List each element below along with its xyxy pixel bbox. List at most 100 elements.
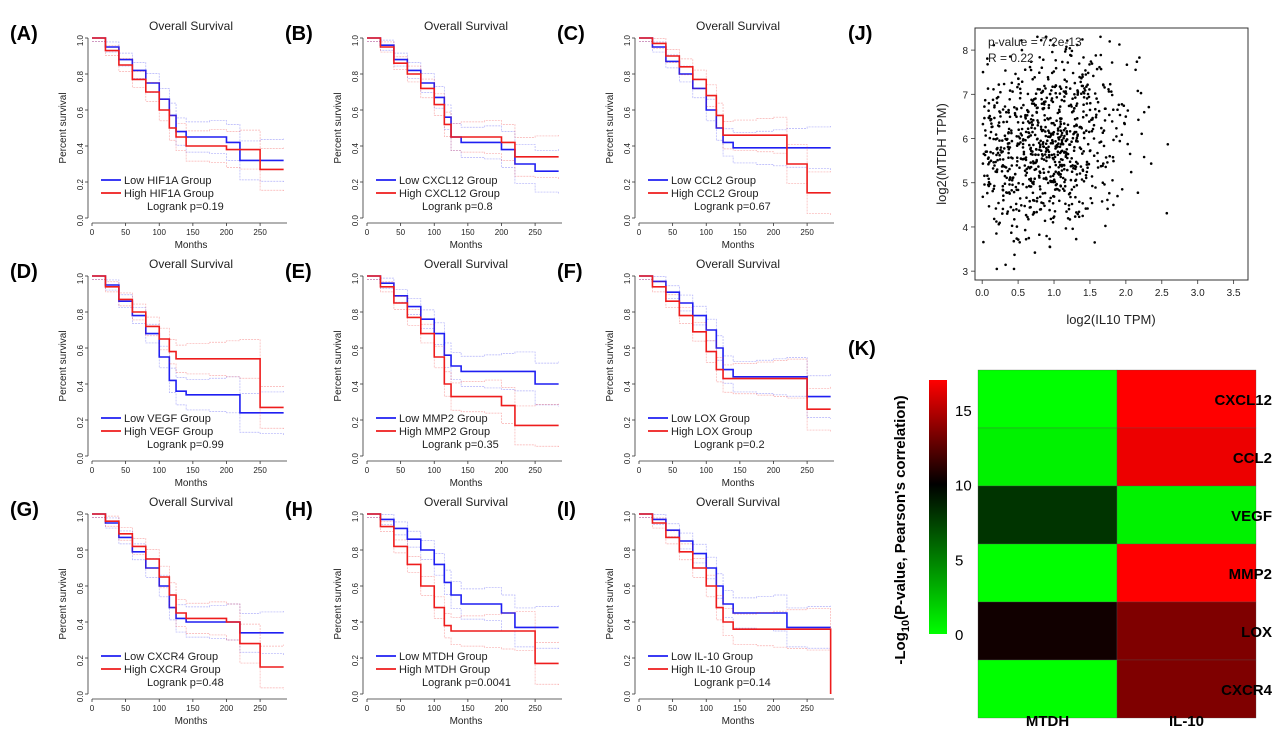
scatter-point: [1066, 123, 1070, 127]
heatmap-column-label: MTDH: [1026, 713, 1069, 730]
scatter-point: [1117, 103, 1121, 107]
scatter-point: [1099, 53, 1103, 57]
scatter-point: [1110, 120, 1114, 123]
legend-label-high: High MMP2 Group: [399, 426, 490, 438]
x-axis-label: Months: [175, 478, 208, 489]
scatter-point: [1024, 237, 1028, 241]
scatter-point: [1016, 188, 1020, 192]
scatter-point: [1049, 196, 1052, 200]
scatter-point: [1027, 217, 1030, 221]
scatter-point: [1096, 166, 1100, 169]
scatter-point: [1120, 133, 1124, 136]
scatter-point: [1126, 109, 1130, 112]
scatter-point: [1050, 153, 1054, 157]
scatter-point: [1042, 202, 1045, 205]
scatter-point: [1040, 66, 1044, 69]
scatter-point: [1074, 195, 1077, 199]
scatter-point: [1074, 179, 1077, 182]
scatter-point: [1028, 206, 1032, 209]
scatter-point: [1064, 91, 1067, 95]
scatter-point: [1019, 141, 1022, 144]
scatter-point: [995, 137, 999, 140]
scatter-point: [993, 106, 996, 109]
scatter-point: [1010, 131, 1013, 135]
scatter-point: [1046, 148, 1050, 152]
logrank-pvalue: Logrank p=0.14: [694, 677, 771, 689]
y-tick-label: 0.8: [76, 546, 85, 558]
heatmap-cell: [1116, 601, 1257, 661]
legend-label-high: High CXCL12 Group: [399, 188, 500, 200]
heatmap-row-label: VEGF: [1231, 508, 1272, 525]
heatmap-cell: [1116, 659, 1257, 719]
legend-label-low: Low CXCR4 Group: [124, 651, 218, 663]
scatter-point: [1075, 102, 1079, 105]
scatter-point: [1052, 215, 1056, 218]
scatter-point: [1080, 178, 1084, 181]
scatter-point: [1095, 67, 1099, 71]
scatter-point: [1089, 197, 1092, 200]
scatter-point: [1082, 180, 1086, 183]
survival-curve: [92, 37, 284, 171]
y-axis-label: Percent survival: [333, 568, 344, 639]
scatter-point: [1081, 38, 1084, 41]
scatter-point: [1047, 129, 1050, 132]
scatter-point: [1008, 98, 1011, 101]
scatter-point: [1116, 194, 1119, 198]
scatter-point: [1070, 188, 1074, 191]
scatter-point: [1082, 110, 1085, 113]
y-tick-label: 0.4: [351, 142, 360, 154]
scatter-point: [1010, 156, 1013, 159]
scatter-point: [1002, 82, 1006, 86]
scatter-point: [1054, 170, 1057, 173]
scatter-point: [986, 87, 990, 90]
scatter-point: [1036, 35, 1039, 39]
scatter-point: [983, 174, 986, 178]
scatter-point: [1048, 92, 1052, 96]
scatter-point: [1004, 69, 1007, 72]
scatter-point: [1107, 90, 1111, 93]
colorbar-tick-label: 0: [955, 627, 963, 644]
scatter-point: [1023, 164, 1027, 167]
scatter-point: [1065, 148, 1069, 151]
scatter-x-tick-label: 2.5: [1155, 288, 1169, 299]
scatter-point: [1138, 56, 1141, 59]
scatter-point: [1063, 50, 1067, 53]
scatter-point: [1165, 211, 1169, 215]
confidence-band-upper: [639, 37, 831, 173]
y-tick-label: 1.0: [623, 34, 632, 46]
scatter-point: [1044, 130, 1047, 133]
scatter-point: [1045, 159, 1048, 163]
scatter-point: [1018, 197, 1022, 200]
scatter-point: [1039, 139, 1042, 143]
scatter-point: [1010, 224, 1014, 228]
scatter-point: [1085, 163, 1089, 166]
scatter-point: [1028, 143, 1031, 147]
legend-label-high: High CCL2 Group: [671, 188, 758, 200]
scatter-point: [1067, 104, 1071, 108]
scatter-point: [986, 174, 989, 177]
scatter-point: [1030, 123, 1034, 127]
confidence-band-upper: [639, 275, 831, 389]
scatter-point: [1035, 210, 1038, 214]
logrank-pvalue: Logrank p=0.48: [147, 677, 224, 689]
legend-label-high: High MTDH Group: [399, 664, 490, 676]
scatter-x-tick-label: 3.5: [1227, 288, 1241, 299]
survival-curve: [367, 37, 559, 158]
scatter-point: [1072, 107, 1076, 110]
scatter-point: [1031, 181, 1034, 184]
scatter-point: [1020, 80, 1024, 83]
x-tick-label: 150: [733, 704, 747, 713]
scatter-point: [1061, 176, 1065, 180]
scatter-point: [1024, 117, 1027, 120]
survival-curve: [367, 37, 559, 172]
scatter-point: [1030, 120, 1033, 124]
scatter-point: [1092, 137, 1096, 140]
y-tick-label: 0.2: [623, 654, 632, 666]
y-tick-label: 0.6: [623, 582, 632, 594]
scatter-point: [983, 105, 986, 108]
scatter-point: [1061, 187, 1065, 191]
survival-panel: (A) Overall Survival 0 50 100 150 200 250 0.0 0.2…: [10, 19, 287, 251]
scatter-point: [1031, 77, 1034, 81]
scatter-point: [1103, 86, 1106, 89]
scatter-point: [1054, 163, 1058, 167]
